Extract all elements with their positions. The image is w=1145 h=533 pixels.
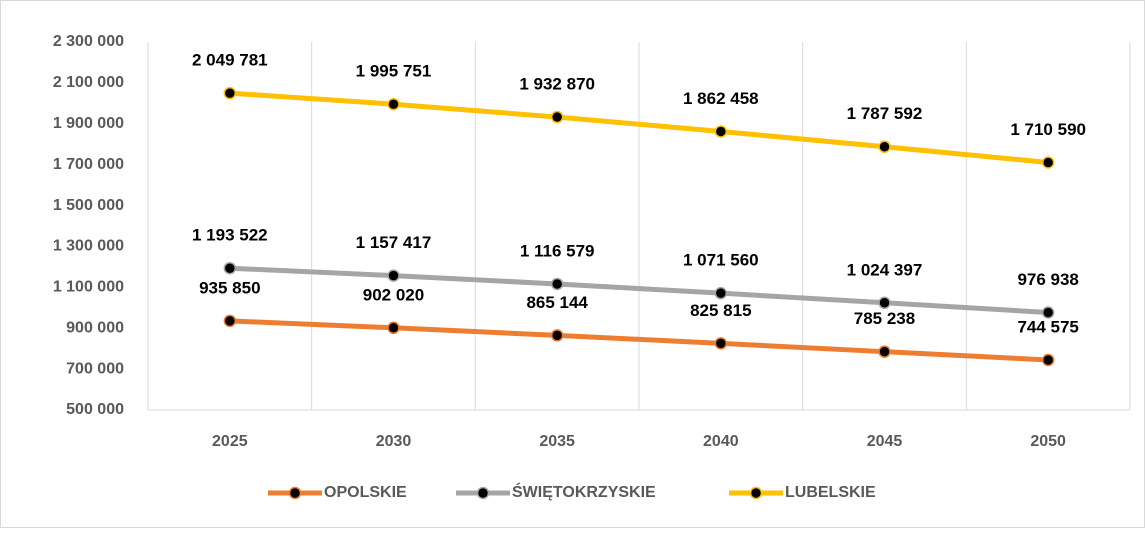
point [387, 269, 400, 282]
point [223, 261, 237, 275]
data-label: 744 575 [1017, 317, 1078, 336]
point [714, 337, 728, 350]
data-label: 2 049 781 [192, 51, 268, 70]
series-line [229, 90, 1049, 165]
x-tick-label: 2030 [376, 433, 412, 450]
y-tick-label: 1 100 000 [53, 279, 124, 296]
point [1041, 156, 1055, 169]
point [714, 125, 728, 138]
data-label: 1 995 751 [356, 62, 432, 81]
data-label: 935 850 [199, 278, 260, 297]
data-label: 902 020 [363, 285, 424, 304]
legend-label: ŚWIĘTOKRZYSKIE [512, 482, 656, 501]
data-label: 1 932 870 [519, 75, 595, 94]
data-label: 1 157 417 [356, 233, 432, 252]
point [387, 321, 400, 335]
data-label: 865 144 [526, 293, 588, 312]
x-tick-label: 2040 [703, 433, 739, 450]
y-tick-label: 1 700 000 [53, 156, 124, 173]
point [223, 314, 237, 328]
y-tick-label: 500 000 [66, 401, 124, 418]
y-tick-label: 2 100 000 [53, 74, 124, 91]
data-label: 825 815 [690, 301, 751, 320]
x-tick-label: 2025 [212, 433, 248, 450]
data-label: 1 116 579 [520, 241, 595, 260]
legend-marker [476, 486, 490, 500]
legend-marker [749, 486, 763, 500]
point [550, 329, 564, 342]
series-line [229, 318, 1049, 363]
data-label: 1 193 522 [192, 226, 268, 245]
y-tick-label: 900 000 [66, 319, 124, 336]
point [878, 296, 891, 310]
series-line [229, 265, 1049, 315]
point [878, 140, 891, 154]
data-label: 1 787 592 [847, 104, 923, 123]
point [387, 97, 400, 111]
point [714, 286, 728, 300]
point [1041, 353, 1055, 367]
y-tick-label: 1 300 000 [53, 238, 124, 255]
y-tick-label: 1 900 000 [53, 115, 124, 132]
point [878, 345, 891, 358]
legend-marker [288, 486, 302, 500]
y-tick-label: 1 500 000 [53, 197, 124, 214]
point [550, 277, 564, 291]
data-label: 1 862 458 [683, 89, 759, 108]
y-tick-label: 700 000 [66, 360, 124, 377]
point [223, 86, 237, 100]
data-label: 1 710 590 [1010, 120, 1086, 139]
legend-label: LUBELSKIE [785, 484, 876, 501]
legend-label: OPOLSKIE [324, 484, 407, 501]
data-label: 1 071 560 [683, 251, 759, 270]
data-label: 976 938 [1017, 270, 1078, 289]
data-label: 1 024 397 [847, 260, 923, 279]
data-label: 785 238 [854, 309, 915, 328]
x-tick-label: 2050 [1030, 433, 1066, 450]
point [550, 110, 564, 124]
x-tick-label: 2045 [867, 433, 903, 450]
point [1041, 306, 1055, 319]
x-tick-label: 2035 [539, 433, 575, 450]
y-tick-label: 2 300 000 [53, 33, 124, 50]
